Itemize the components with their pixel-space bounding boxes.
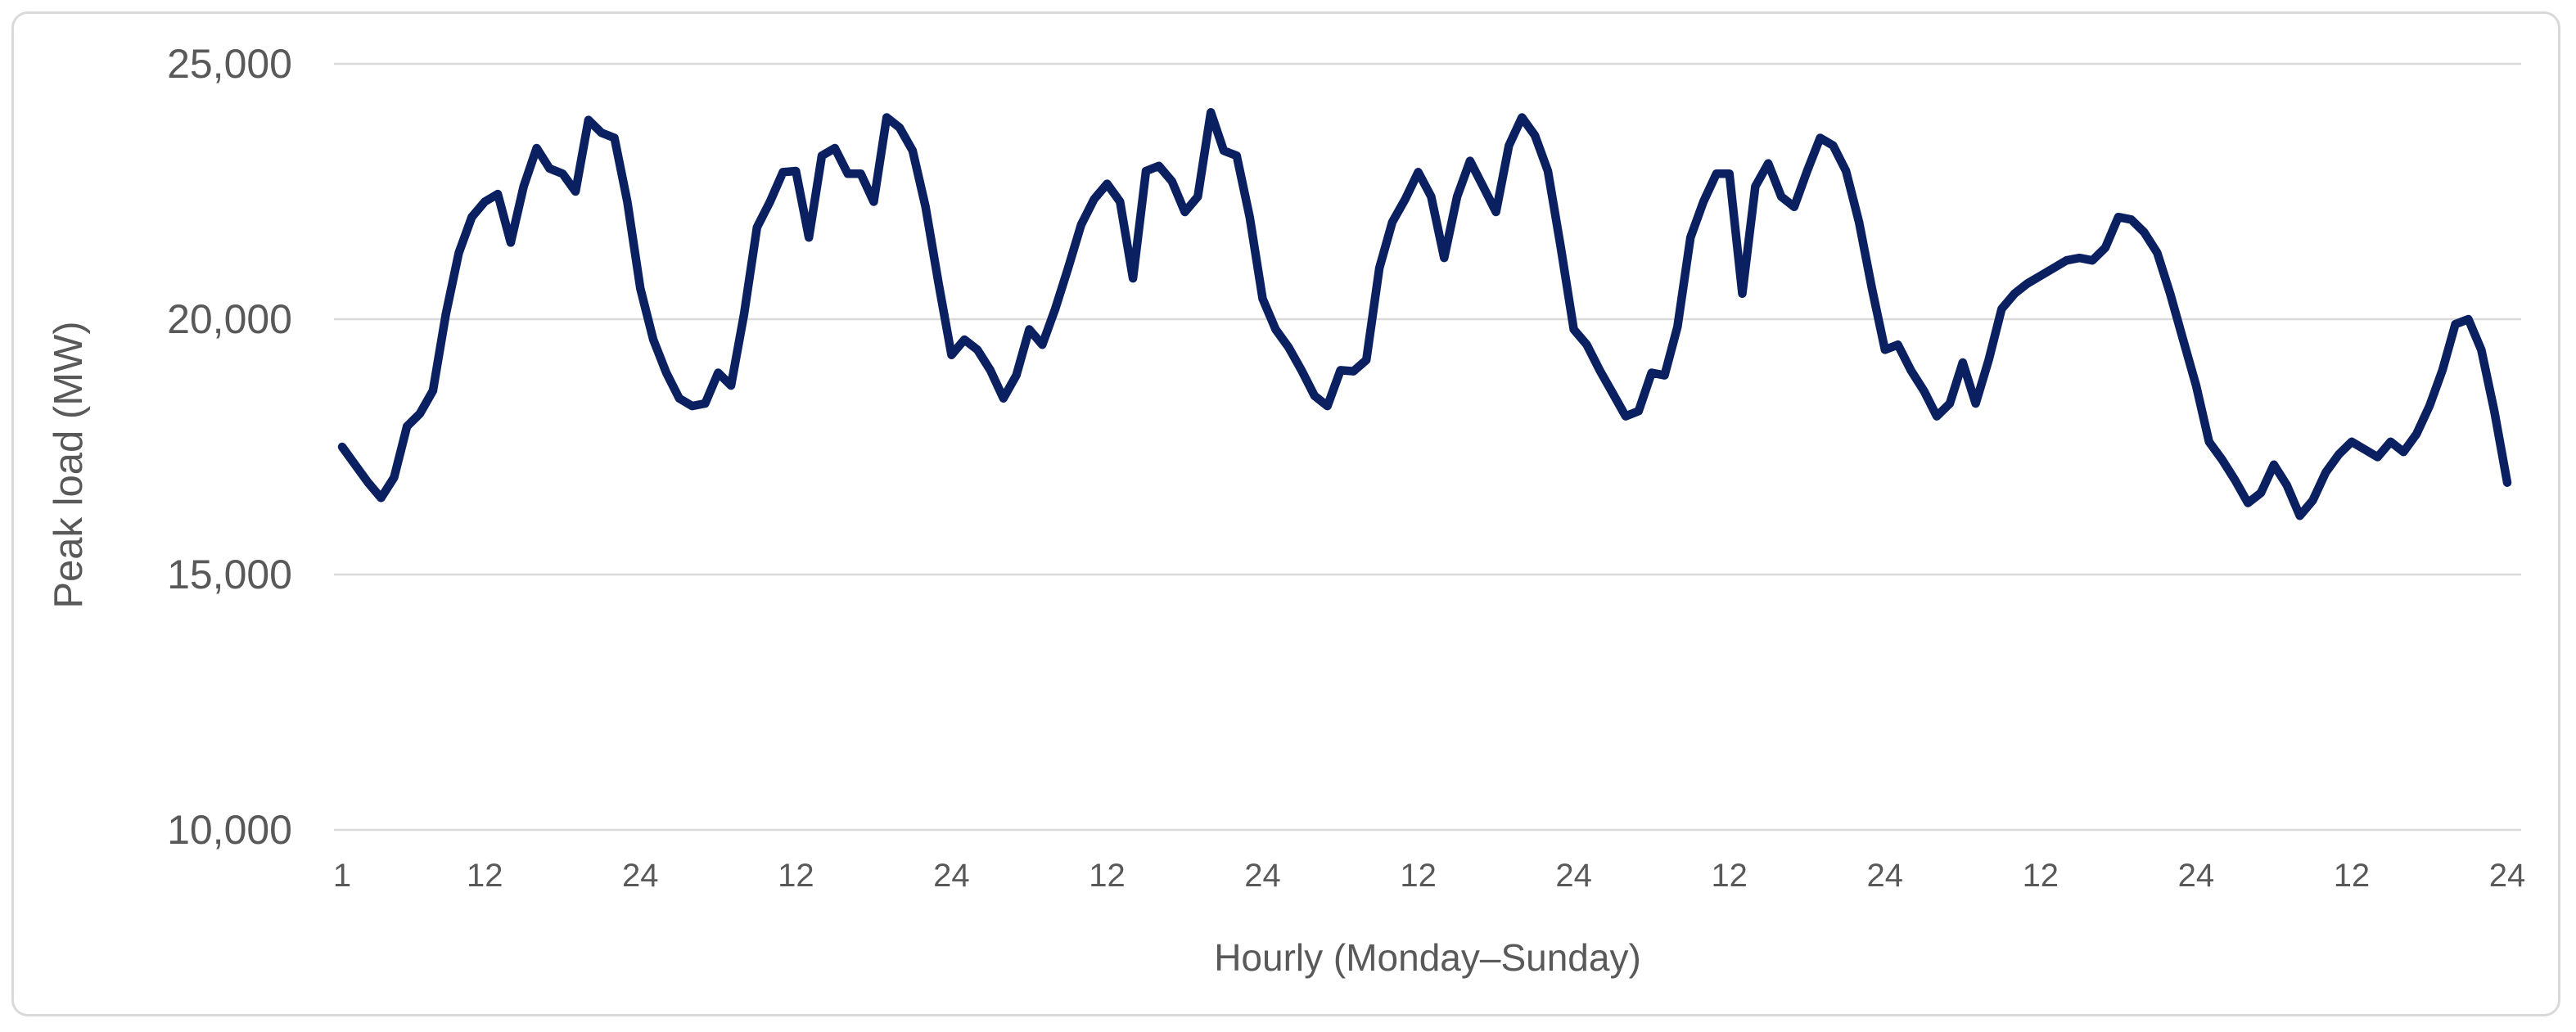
x-tick-label-5-h60: 12 xyxy=(1089,858,1126,894)
y-tick-label-20000: 20,000 xyxy=(167,296,292,342)
x-tick-label-14-h168: 24 xyxy=(2489,858,2526,894)
series-line-0 xyxy=(337,108,2512,521)
x-tick-label-0-h1: 1 xyxy=(333,858,351,894)
x-tick-label-6-h72: 24 xyxy=(1244,858,1281,894)
x-tick-label-7-h84: 12 xyxy=(1400,858,1437,894)
y-tick-label-10000: 10,000 xyxy=(167,807,292,853)
y-tick-label-15000: 15,000 xyxy=(167,552,292,597)
x-tick-label-10-h120: 24 xyxy=(1867,858,1904,894)
x-tick-label-1-h12: 12 xyxy=(467,858,503,894)
x-tick-label-11-h132: 12 xyxy=(2023,858,2059,894)
x-axis-title: Hourly (Monday–Sunday) xyxy=(1214,936,1641,979)
x-tick-label-3-h36: 12 xyxy=(778,858,814,894)
x-tick-label-2-h24: 24 xyxy=(622,858,659,894)
y-tick-label-25000: 25,000 xyxy=(167,41,292,87)
y-axis-title: Peak load (MW) xyxy=(47,321,91,609)
x-tick-label-8-h96: 24 xyxy=(1555,858,1592,894)
x-tick-label-12-h144: 24 xyxy=(2178,858,2215,894)
x-tick-label-4-h48: 24 xyxy=(933,858,970,894)
chart-border-frame xyxy=(11,11,2560,1016)
x-tick-label-9-h108: 12 xyxy=(1711,858,1748,894)
x-tick-label-13-h156: 12 xyxy=(2334,858,2371,894)
